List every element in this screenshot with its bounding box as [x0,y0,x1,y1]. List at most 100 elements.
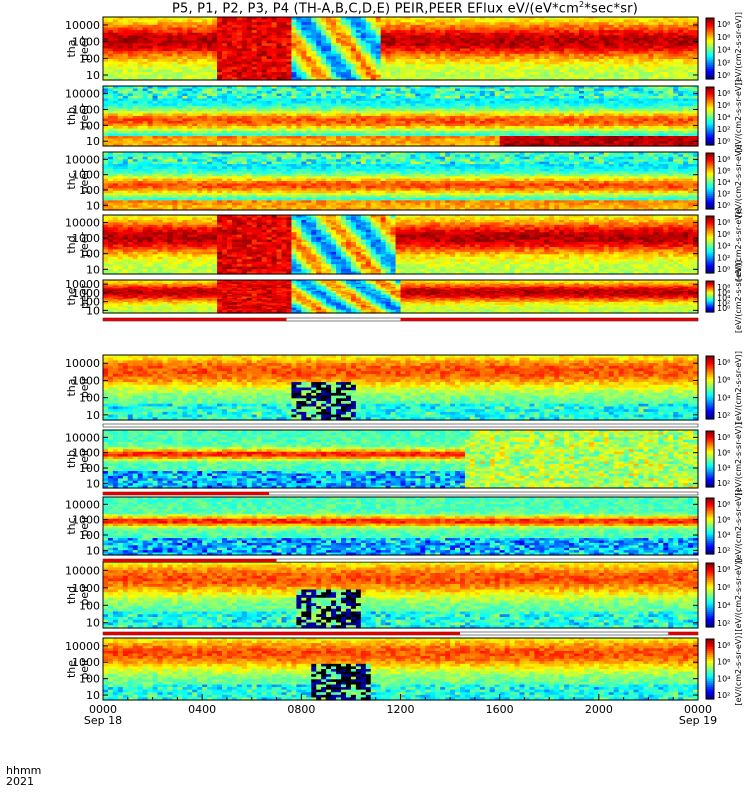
heatmap-cell [524,17,531,21]
heatmap-cell [370,27,377,31]
heatmap-cell [519,27,526,31]
heatmap-cell [217,35,223,39]
heatmap-cell [172,32,178,36]
heatmap-cell [276,35,283,39]
heatmap-cell [192,19,198,23]
heatmap-cell [380,35,387,39]
heatmap-cell [499,22,506,26]
heatmap-cell [479,32,486,36]
heatmap-cell [122,38,129,42]
heatmap-cell [455,19,461,23]
heatmap-cell [326,32,332,36]
heatmap-cell [405,30,412,34]
heatmap-cell [430,17,436,21]
heatmap-cell [103,17,109,21]
heatmap-cell [683,17,689,21]
heatmap-cell [534,27,540,31]
heatmap-cell [464,32,471,36]
panel-probe-label: tha [65,39,78,57]
heatmap-cell [593,24,600,29]
heatmap-cell [554,27,560,31]
heatmap-cell [147,38,154,42]
heatmap-cell [623,30,630,34]
heatmap-cell [455,27,461,31]
heatmap-cell [529,32,535,36]
heatmap-cell [648,32,654,36]
heatmap-cell [276,32,283,36]
heatmap-cell [628,22,635,26]
heatmap-cell [350,32,357,36]
heatmap-cell [608,32,615,36]
heatmap-cell [336,17,342,21]
heatmap-cell [653,19,659,23]
heatmap-cell [395,27,402,31]
heatmap-cell [350,27,357,31]
heatmap-cell [112,22,119,26]
heatmap-cell [390,17,397,21]
heatmap-cell [177,30,183,34]
heatmap-cell [683,19,689,23]
heatmap-cell [107,35,114,39]
heatmap-cell [241,38,248,42]
heatmap-cell [390,40,397,44]
heatmap-cell [613,22,620,26]
heatmap-cell [112,19,119,23]
heatmap-cell [197,35,203,39]
heatmap-cell [331,17,337,21]
heatmap-cell [212,30,218,34]
heatmap-cell [226,35,233,39]
heatmap-cell [187,35,193,39]
heatmap-cell [380,32,387,36]
heatmap-cell [370,30,377,34]
heatmap-cell [450,24,456,29]
heatmap-cell [202,35,208,39]
heatmap-cell [534,22,540,26]
heatmap-cell [217,30,223,34]
heatmap-cell [291,40,297,44]
heatmap-cell [638,35,645,39]
heatmap-cell [103,19,109,23]
heatmap-cell [311,38,317,42]
heatmap-cell [316,22,322,26]
heatmap-cell [633,22,640,26]
heatmap-cell [613,17,620,21]
heatmap-cell [509,27,516,31]
heatmap-cell [246,24,253,29]
heatmap-cell [425,24,431,29]
heatmap-cell [127,27,134,31]
heatmap-cell [132,27,139,31]
heatmap-cell [256,32,263,36]
heatmap-cell [261,27,268,31]
heatmap-cell [345,35,352,39]
heatmap-cell [688,38,694,42]
heatmap-cell [217,27,223,31]
heatmap-cell [266,35,273,39]
heatmap-cell [579,27,585,31]
heatmap-cell [499,35,506,39]
heatmap-cell [375,32,382,36]
heatmap-cell [499,38,506,42]
heatmap-cell [529,30,535,34]
heatmap-cell [633,30,640,34]
heatmap-cell [286,32,293,36]
heatmap-cell [574,35,580,39]
heatmap-cell [484,35,491,39]
heatmap-cell [598,17,605,21]
heatmap-cell [355,40,362,44]
heatmap-cell [212,24,218,29]
heatmap-cell [117,22,124,26]
heatmap-cell [132,30,139,34]
heatmap-cell [360,38,367,42]
heatmap-cell [326,19,332,23]
heatmap-cell [127,22,134,26]
heatmap-cell [137,17,144,21]
heatmap-cell [251,22,258,26]
heatmap-cell [415,27,421,31]
heatmap-cell [301,35,307,39]
heatmap-cell [222,19,228,23]
heatmap-cell [276,30,283,34]
heatmap-cell [246,40,253,44]
heatmap-cell [261,19,268,23]
heatmap-cell [107,32,114,36]
heatmap-cell [331,19,337,23]
